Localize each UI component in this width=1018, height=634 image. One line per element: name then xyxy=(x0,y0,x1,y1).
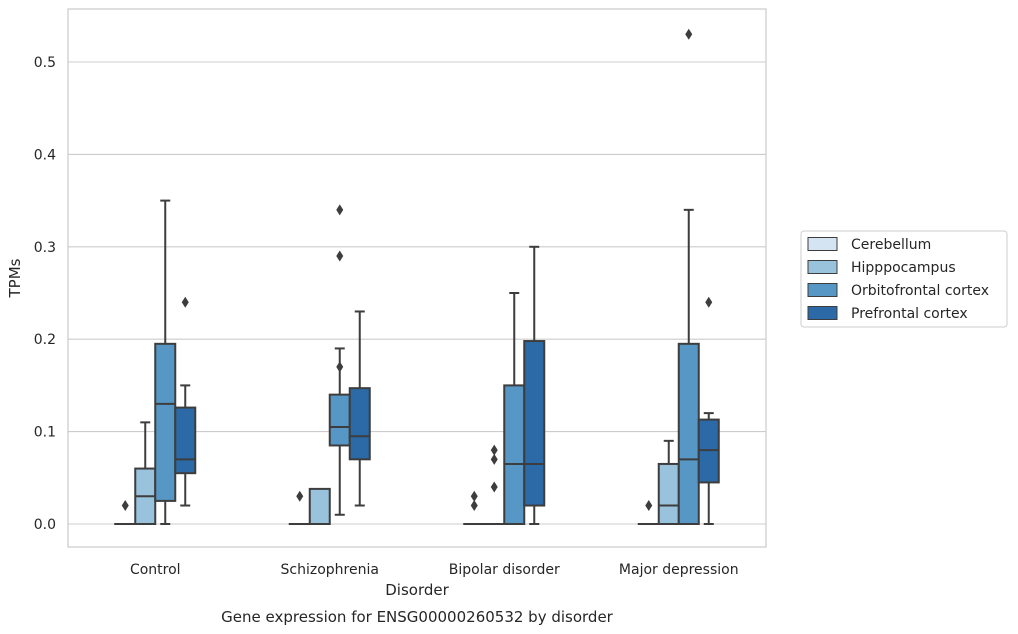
box-3-1 xyxy=(348,310,371,507)
x-axis-label: Disorder xyxy=(385,581,449,599)
plot-frame xyxy=(67,8,767,548)
box-body xyxy=(677,342,700,525)
legend-label: Orbitofrontal cortex xyxy=(851,283,989,299)
box-3-2 xyxy=(523,245,546,525)
legend-label: Prefrontal cortex xyxy=(851,306,968,322)
box-2-0 xyxy=(154,199,177,525)
legend-swatch xyxy=(807,237,838,251)
outlier-point xyxy=(645,500,653,512)
outlier-point xyxy=(336,250,344,262)
outlier-point xyxy=(470,500,478,512)
y-tick-label: 0.4 xyxy=(34,147,56,163)
outlier-point xyxy=(336,361,344,373)
box-body xyxy=(154,342,177,502)
x-tick-label: Schizophrenia xyxy=(281,562,379,578)
box-body xyxy=(174,406,197,475)
box-0-1 xyxy=(288,490,311,526)
y-tick-label: 0.3 xyxy=(34,240,56,256)
outlier-point xyxy=(121,500,129,512)
box-3-0 xyxy=(174,296,197,507)
box-body xyxy=(657,462,680,526)
box-body xyxy=(308,487,331,525)
y-axis-label: TPMs xyxy=(6,258,24,298)
outlier-point xyxy=(336,204,344,216)
y-tick-labels: 0.0 0.1 0.2 0.3 0.4 0.5 xyxy=(34,55,56,533)
legend-swatch xyxy=(807,283,838,297)
x-tick-label: Major depression xyxy=(619,562,739,578)
box-3-3 xyxy=(697,296,720,525)
box-1-3 xyxy=(657,439,680,526)
box-body xyxy=(523,340,546,507)
legend-label: Hipppocampus xyxy=(851,260,956,276)
legend-swatch xyxy=(807,306,838,320)
box-1-1 xyxy=(308,487,331,525)
y-tick-label: 0.1 xyxy=(34,425,56,441)
x-tick-label: Bipolar disorder xyxy=(449,562,560,578)
outlier-point xyxy=(296,490,304,502)
outlier-point xyxy=(490,481,498,493)
box-body xyxy=(328,393,351,447)
outlier-point xyxy=(181,296,189,308)
outlier-point xyxy=(490,444,498,456)
outlier-point xyxy=(490,453,498,465)
y-tick-label: 0.5 xyxy=(34,55,56,71)
box-body xyxy=(503,384,526,525)
box-plots xyxy=(114,28,720,526)
box-2-3 xyxy=(677,28,700,525)
legend-swatch xyxy=(807,260,838,274)
outlier-point xyxy=(470,490,478,502)
y-tick-label: 0.2 xyxy=(34,332,56,348)
chart-title: Gene expression for ENSG00000260532 by d… xyxy=(221,608,614,626)
box-2-1 xyxy=(328,204,351,516)
box-0-2 xyxy=(463,490,486,526)
legend-label: Cerebellum xyxy=(851,237,931,253)
box-body xyxy=(348,387,371,461)
x-tick-label: Control xyxy=(130,562,181,578)
box-2-2 xyxy=(503,292,526,525)
x-tick-labels: Control Schizophrenia Bipolar disorder Majo… xyxy=(130,562,739,578)
y-tick-label: 0.0 xyxy=(34,517,56,533)
legend: Cerebellum Hipppocampus Orbitofrontal cort… xyxy=(800,230,1008,328)
legend-frame xyxy=(800,230,1008,328)
outlier-point xyxy=(685,28,693,40)
outlier-point xyxy=(705,296,713,308)
